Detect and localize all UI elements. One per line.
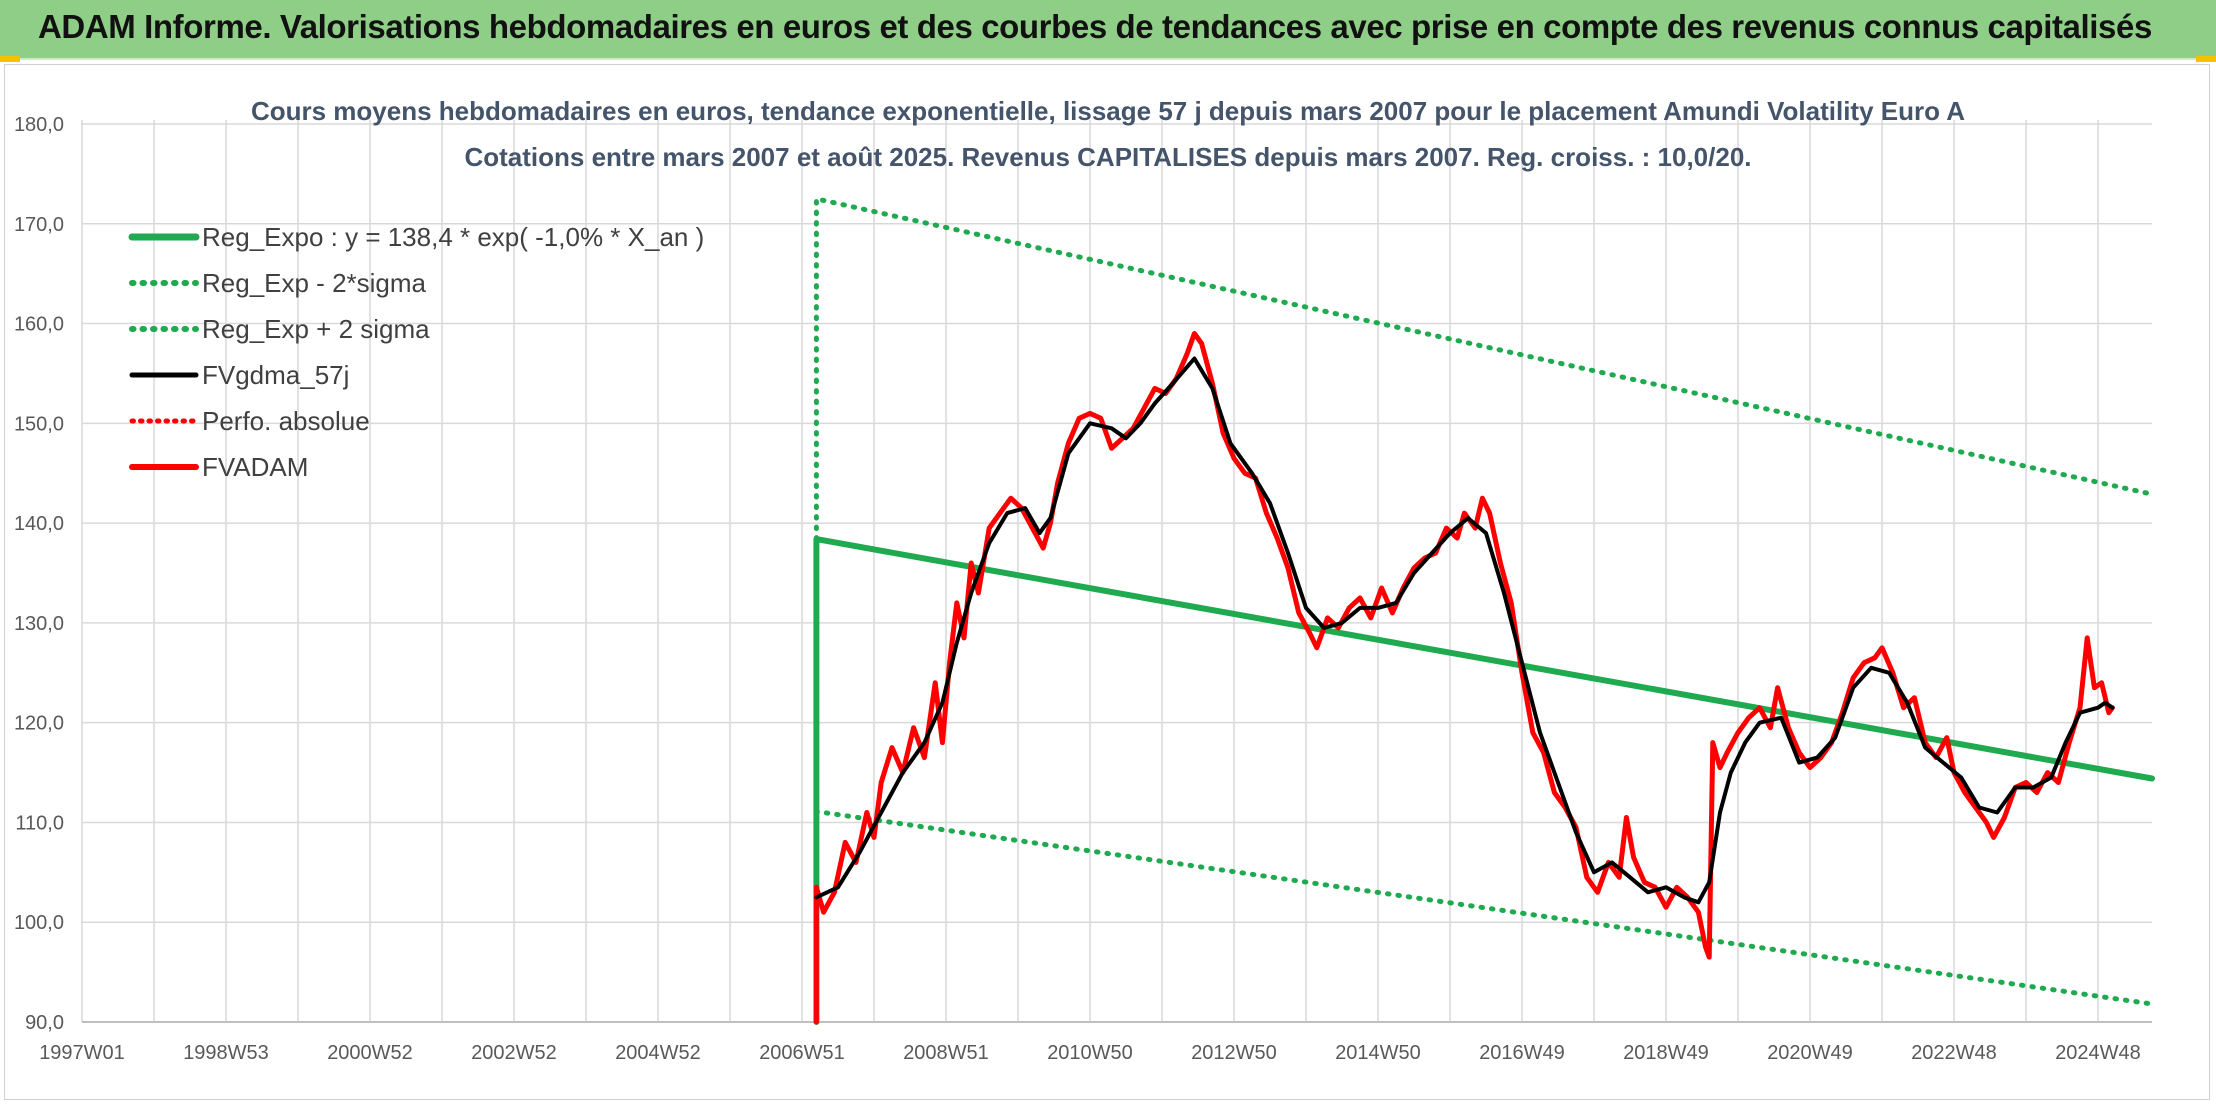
x-tick-label: 2002W52 (471, 1042, 557, 1064)
gridlines (81, 120, 2152, 1023)
series-line-reg-plus (813, 196, 2155, 542)
series-lines (813, 196, 2155, 1025)
x-tick-label: 2020W49 (1767, 1042, 1853, 1064)
chart-frame (4, 64, 2210, 1100)
legend-label-reg-expo: Reg_Expo : y = 138,4 * exp( -1,0% * X_an… (202, 222, 704, 252)
legend-label-fvadam: FVADAM (202, 452, 308, 482)
report-banner: ADAM Informe. Valorisations hebdomadaire… (0, 0, 2216, 60)
x-tick-label: 2014W50 (1335, 1042, 1421, 1064)
y-tick-label: 140,0 (14, 513, 64, 535)
report-title: ADAM Informe. Valorisations hebdomadaire… (38, 8, 2152, 45)
x-tick-label: 2008W51 (903, 1042, 989, 1064)
series-line-reg-expo (813, 536, 2155, 1025)
legend-label-fvgdma: FVgdma_57j (202, 360, 349, 390)
corner-mark-left (0, 56, 20, 62)
legend-label-reg-minus: Reg_Exp - 2*sigma (202, 268, 427, 298)
y-tick-label: 110,0 (15, 812, 64, 834)
x-tick-label: 2000W52 (327, 1042, 413, 1064)
y-tick-label: 90,0 (25, 1012, 64, 1034)
y-tick-label: 180,0 (14, 114, 64, 136)
x-tick-label: 2010W50 (1047, 1042, 1133, 1064)
x-tick-label: 2016W49 (1479, 1042, 1565, 1064)
series-line-reg-minus (813, 809, 2155, 1025)
axes: 90,0 100,0 110,0 120,0 130,0 140,0 150,0 160,0 1… (14, 114, 2152, 1064)
x-tick-label: 1997W01 (39, 1042, 125, 1064)
y-tick-label: 130,0 (14, 613, 64, 635)
y-tick-label: 150,0 (14, 413, 64, 435)
y-tick-label: 160,0 (14, 314, 64, 336)
chart-title-line-1: Cours moyens hebdomadaires en euros, ten… (251, 96, 1965, 126)
legend: Reg_Expo : y = 138,4 * exp( -1,0% * X_an… (128, 222, 704, 482)
corner-mark-right (2196, 56, 2216, 62)
x-tick-label: 2018W49 (1623, 1042, 1709, 1064)
x-tick-label: 2012W50 (1191, 1042, 1277, 1064)
chart-title-line-2: Cotations entre mars 2007 et août 2025. … (464, 142, 1751, 172)
y-tick-label: 120,0 (14, 713, 64, 735)
y-tick-label: 170,0 (14, 214, 64, 236)
y-tick-label: 100,0 (14, 912, 64, 934)
x-tick-label: 2004W52 (615, 1042, 701, 1064)
x-tick-label: 1998W53 (183, 1042, 269, 1064)
legend-label-reg-plus: Reg_Exp + 2 sigma (202, 314, 430, 344)
x-tick-label: 2022W48 (1911, 1042, 1997, 1064)
series-line-fvadam (813, 331, 2115, 1025)
x-tick-label: 2006W51 (759, 1042, 845, 1064)
series-line-fvgdma (814, 356, 2115, 905)
x-tick-label: 2024W48 (2055, 1042, 2141, 1064)
legend-label-perfo: Perfo. absolue (202, 406, 370, 436)
